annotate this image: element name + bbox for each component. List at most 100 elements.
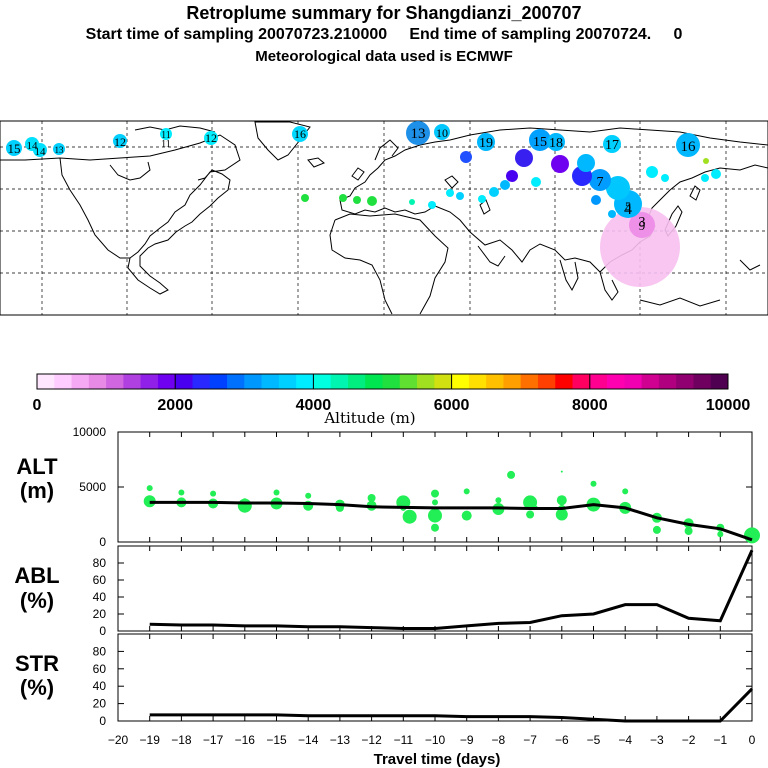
cluster-marker bbox=[409, 199, 415, 205]
x-tick-label: −18 bbox=[171, 733, 192, 747]
cluster-marker bbox=[629, 212, 655, 238]
colorbar-swatch bbox=[347, 374, 366, 389]
x-tick-label: −5 bbox=[587, 733, 601, 747]
panel-ylabel-units: (m) bbox=[20, 478, 54, 503]
panel-ylabel: ALT bbox=[16, 454, 58, 479]
panel-ylabel: ABL bbox=[14, 563, 59, 588]
cluster-number: 13 bbox=[411, 126, 426, 142]
colorbar-swatch bbox=[313, 374, 332, 389]
cluster-number: 5 bbox=[625, 199, 631, 213]
colorbar-swatch bbox=[624, 374, 643, 389]
cluster-marker bbox=[456, 192, 464, 200]
colorbar-swatch bbox=[434, 374, 453, 389]
y-tick-label: 0 bbox=[99, 624, 106, 638]
alt-cluster-point bbox=[717, 531, 724, 538]
x-tick-label: −17 bbox=[203, 733, 224, 747]
colorbar-swatch bbox=[37, 374, 55, 389]
cluster-marker bbox=[701, 174, 709, 182]
alt-cluster-point bbox=[431, 489, 439, 498]
alt-cluster-point bbox=[428, 508, 442, 523]
colorbar-swatch bbox=[192, 374, 211, 389]
x-tick-label: −16 bbox=[235, 733, 256, 747]
alt-cluster-point bbox=[210, 490, 217, 497]
cluster-number: 11 bbox=[161, 139, 171, 150]
alt-cluster-point bbox=[305, 492, 312, 499]
panel-ylabel: STR bbox=[15, 651, 59, 676]
colorbar-swatch bbox=[572, 374, 591, 389]
colorbar-swatch bbox=[209, 374, 228, 389]
x-tick-label: −9 bbox=[460, 733, 474, 747]
cluster-marker bbox=[646, 166, 658, 178]
colorbar-swatch bbox=[710, 374, 729, 389]
cluster-marker bbox=[711, 169, 721, 179]
alt-cluster-point bbox=[178, 489, 185, 496]
cluster-marker bbox=[506, 170, 518, 182]
colorbar-swatch bbox=[106, 374, 124, 389]
y-tick-label: 60 bbox=[93, 573, 107, 587]
x-tick-label: −1 bbox=[713, 733, 727, 747]
cluster-marker bbox=[577, 154, 595, 172]
alt-cluster-point bbox=[432, 499, 438, 506]
colorbar-swatch bbox=[589, 374, 608, 389]
cluster-number: 17 bbox=[605, 138, 619, 153]
y-tick-label: 10000 bbox=[73, 425, 107, 439]
x-tick-label: −7 bbox=[523, 733, 537, 747]
plume-clusters bbox=[6, 121, 721, 287]
x-tick-label: −12 bbox=[361, 733, 382, 747]
x-tick-label: −20 bbox=[108, 733, 129, 747]
x-tick-label: −15 bbox=[266, 733, 287, 747]
y-tick-label: 0 bbox=[99, 535, 106, 549]
colorbar-swatch bbox=[417, 374, 435, 389]
cluster-marker bbox=[428, 201, 436, 209]
cluster-marker bbox=[515, 149, 533, 167]
colorbar-swatch bbox=[641, 374, 660, 389]
colorbar-swatch bbox=[227, 374, 245, 389]
cluster-marker bbox=[608, 210, 616, 218]
cluster-marker bbox=[477, 133, 495, 151]
alt-cluster-point bbox=[146, 485, 153, 492]
cluster-number: 14 bbox=[35, 146, 47, 158]
cluster-number: 18 bbox=[549, 136, 563, 151]
x-tick-label: −4 bbox=[618, 733, 632, 747]
y-tick-label: 80 bbox=[93, 644, 107, 658]
cluster-number: 15 bbox=[8, 141, 21, 156]
cluster-marker bbox=[6, 140, 22, 156]
alt-cluster-point bbox=[431, 523, 439, 532]
colorbar-swatch bbox=[244, 374, 263, 389]
colorbar-swatch bbox=[71, 374, 90, 389]
colorbar-swatch bbox=[88, 374, 107, 389]
colorbar-swatch bbox=[451, 374, 470, 389]
cluster-marker bbox=[446, 189, 454, 197]
colorbar-tick-label: 4000 bbox=[296, 397, 332, 414]
cluster-number: 13 bbox=[55, 145, 65, 155]
cluster-marker bbox=[529, 129, 551, 151]
cluster-marker bbox=[551, 155, 569, 173]
panel-frame bbox=[117, 633, 753, 722]
cluster-marker bbox=[434, 124, 450, 140]
series-line-str bbox=[149, 687, 754, 723]
colorbar-swatch bbox=[676, 374, 694, 389]
colorbar-swatch bbox=[261, 374, 280, 389]
panel-abl: ABL(%) 80 60 40 20 0 bbox=[14, 545, 754, 638]
colorbar-swatch bbox=[278, 374, 297, 389]
y-tick-label: 0 bbox=[99, 714, 106, 728]
cluster-marker bbox=[406, 121, 430, 145]
cluster-marker bbox=[489, 187, 499, 197]
alt-cluster-point bbox=[402, 509, 417, 524]
series-line-alt bbox=[149, 500, 753, 542]
colorbar-swatch bbox=[140, 374, 159, 389]
alt-cluster-point bbox=[495, 497, 502, 504]
alt-cluster-point bbox=[526, 510, 535, 519]
colorbar-swatch bbox=[486, 374, 504, 389]
cluster-number: 4 bbox=[624, 201, 632, 218]
colorbar-swatch bbox=[123, 374, 142, 389]
colorbar-swatch bbox=[607, 374, 625, 389]
cluster-marker bbox=[547, 133, 565, 151]
cluster-number: 15 bbox=[533, 135, 547, 150]
colorbar-swatch bbox=[520, 374, 539, 389]
colorbar-swatch bbox=[658, 374, 677, 389]
alt-cluster-point bbox=[461, 510, 472, 521]
